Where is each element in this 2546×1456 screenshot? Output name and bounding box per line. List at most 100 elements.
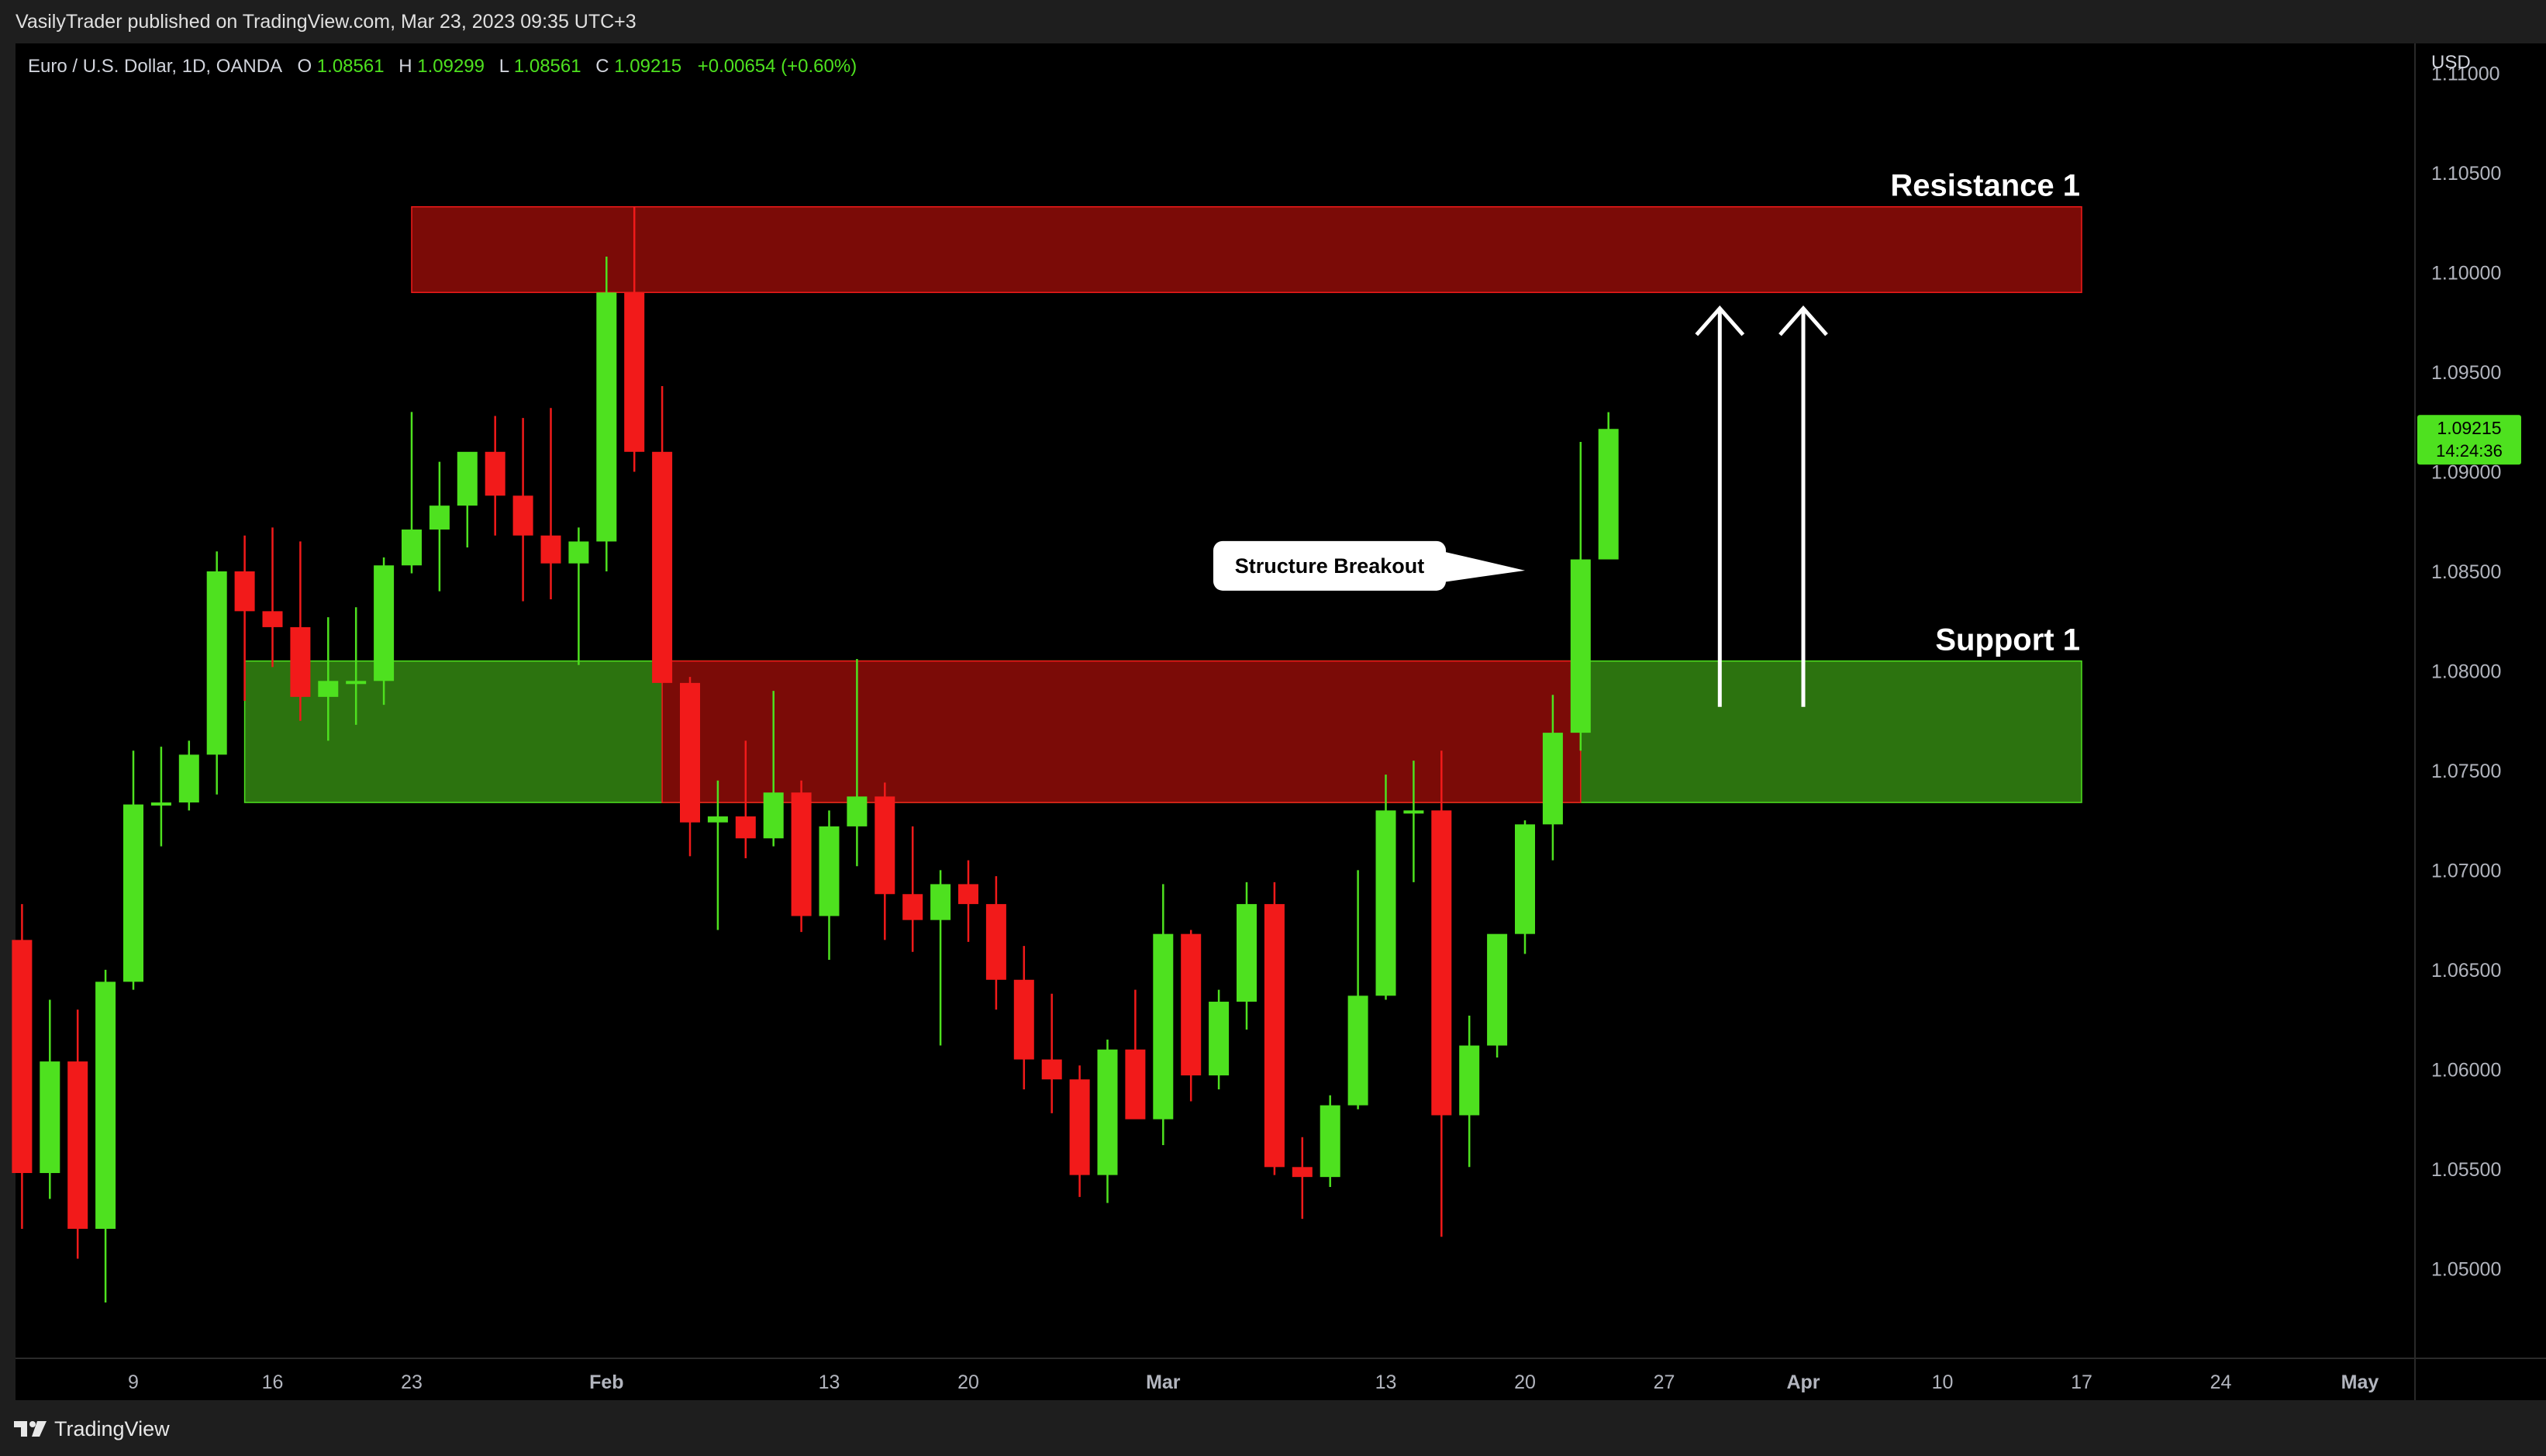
- candle-body: [123, 804, 143, 982]
- currency-label: USD: [2431, 52, 2471, 73]
- candle-body: [178, 754, 199, 803]
- footer-bar: TradingView: [0, 1400, 2546, 1456]
- candle-body: [568, 541, 589, 564]
- candle-body: [262, 611, 283, 627]
- candle-body: [1320, 1105, 1340, 1178]
- candle-body: [512, 495, 533, 536]
- x-tick-label: Mar: [1146, 1371, 1181, 1393]
- candle-body: [707, 816, 728, 823]
- candle-body: [67, 1061, 88, 1229]
- legend-high-label: H: [398, 56, 412, 77]
- left-edge: [0, 43, 16, 1400]
- candle-body: [318, 681, 339, 697]
- zone-resistance-0[interactable]: [411, 205, 2082, 293]
- legend-close: 1.09215: [614, 56, 681, 77]
- tradingview-logo-icon: [14, 1421, 47, 1437]
- candle-body: [1542, 733, 1563, 825]
- candle-body: [1097, 1049, 1118, 1175]
- current-price-value: 1.09215: [2437, 418, 2501, 438]
- candle-body: [763, 792, 784, 839]
- candle-body: [1153, 933, 1174, 1120]
- target-arrow-head-1: [1778, 305, 1828, 336]
- candle-body: [1570, 559, 1591, 733]
- arrows-layer: [1695, 305, 1828, 707]
- candle-body: [902, 894, 923, 920]
- x-tick-label: 9: [128, 1371, 139, 1393]
- x-tick-label: 13: [1375, 1371, 1397, 1393]
- candle-body: [485, 451, 505, 496]
- y-tick-label: 1.06000: [2431, 1059, 2501, 1081]
- legend-symbol: Euro / U.S. Dollar, 1D, OANDA: [28, 56, 282, 77]
- candle-body: [1209, 1002, 1230, 1076]
- callout-text: Structure Breakout: [1235, 554, 1425, 578]
- bar-countdown: 14:24:36: [2436, 441, 2503, 461]
- candle-body: [1431, 810, 1452, 1116]
- candle-body: [652, 451, 673, 683]
- zone-label-resistance: Resistance 1: [1890, 169, 2080, 203]
- x-tick-label: 13: [819, 1371, 840, 1393]
- current-price-tag: [2417, 415, 2521, 465]
- y-tick-label: 1.10000: [2431, 263, 2501, 285]
- footer-brand: TradingView: [54, 1416, 170, 1440]
- candle-body: [985, 904, 1006, 980]
- y-tick-label: 1.06500: [2431, 960, 2501, 982]
- x-tick-label: Feb: [589, 1371, 623, 1393]
- candle-body: [1237, 904, 1257, 1002]
- candle-body: [457, 451, 478, 506]
- candle-body: [1515, 824, 1535, 934]
- legend-change: +0.00654 (+0.60%): [698, 56, 857, 77]
- x-tick-label: 27: [1654, 1371, 1675, 1393]
- candle-body: [1069, 1079, 1090, 1175]
- candle-body: [1292, 1167, 1313, 1178]
- candle-body: [1459, 1045, 1480, 1116]
- candle-body: [680, 682, 700, 823]
- price-chart[interactable]: Resistance 1 Support 1 Structure Breakout…: [0, 0, 2546, 1400]
- candle-body: [540, 535, 561, 564]
- price-axis-panel[interactable]: [2415, 43, 2546, 1400]
- x-tick-label: 20: [1514, 1371, 1536, 1393]
- legend-open-label: O: [297, 56, 312, 77]
- candle-body: [735, 816, 756, 839]
- candle-body: [206, 571, 227, 755]
- y-tick-label: 1.08000: [2431, 661, 2501, 682]
- candle-body: [1181, 933, 1202, 1076]
- y-tick-label: 1.10500: [2431, 163, 2501, 185]
- zone-label-support: Support 1: [1935, 623, 2080, 657]
- candle-body: [819, 826, 840, 916]
- candle-body: [1375, 810, 1396, 996]
- callout-layer: Structure Breakout: [1213, 540, 1525, 591]
- candle-body: [374, 565, 395, 681]
- legend-low: 1.08561: [514, 56, 581, 77]
- candle-body: [1347, 995, 1368, 1106]
- target-arrow-head-0: [1695, 305, 1745, 336]
- candle-body: [95, 982, 116, 1229]
- candle-body: [40, 1061, 60, 1174]
- y-tick-label: 1.09500: [2431, 362, 2501, 384]
- candle-body: [12, 940, 33, 1174]
- candle-body: [624, 292, 645, 452]
- tradingview-logo[interactable]: TradingView: [14, 1417, 170, 1440]
- legend-close-label: C: [595, 56, 609, 77]
- candle-body: [402, 530, 422, 566]
- candle-body: [1013, 979, 1034, 1060]
- candle-body: [791, 792, 812, 916]
- x-tick-label: May: [2341, 1371, 2379, 1393]
- candle-body: [1264, 904, 1285, 1168]
- x-tick-label: Apr: [1786, 1371, 1820, 1393]
- x-tick-label: 10: [1932, 1371, 1954, 1393]
- y-tick-label: 1.11000: [2431, 64, 2500, 85]
- y-axis-labels: 1.05000 1.05500 1.06000 1.06500 1.07000 1.075…: [2431, 64, 2501, 1281]
- legend-high: 1.09299: [417, 56, 485, 77]
- publisher-header: VasilyTrader published on TradingView.co…: [0, 0, 2546, 43]
- callout-box[interactable]: [1213, 540, 1446, 591]
- candle-body: [930, 884, 951, 920]
- candles-layer: [12, 206, 1619, 1303]
- candle-body: [234, 571, 255, 612]
- x-tick-label: 17: [2071, 1371, 2092, 1393]
- x-tick-label: 20: [957, 1371, 979, 1393]
- x-tick-label: 23: [401, 1371, 423, 1393]
- zone-flip-2[interactable]: [661, 660, 1582, 803]
- y-tick-label: 1.08500: [2431, 561, 2501, 583]
- y-tick-label: 1.07000: [2431, 860, 2501, 882]
- candle-body: [1403, 810, 1424, 814]
